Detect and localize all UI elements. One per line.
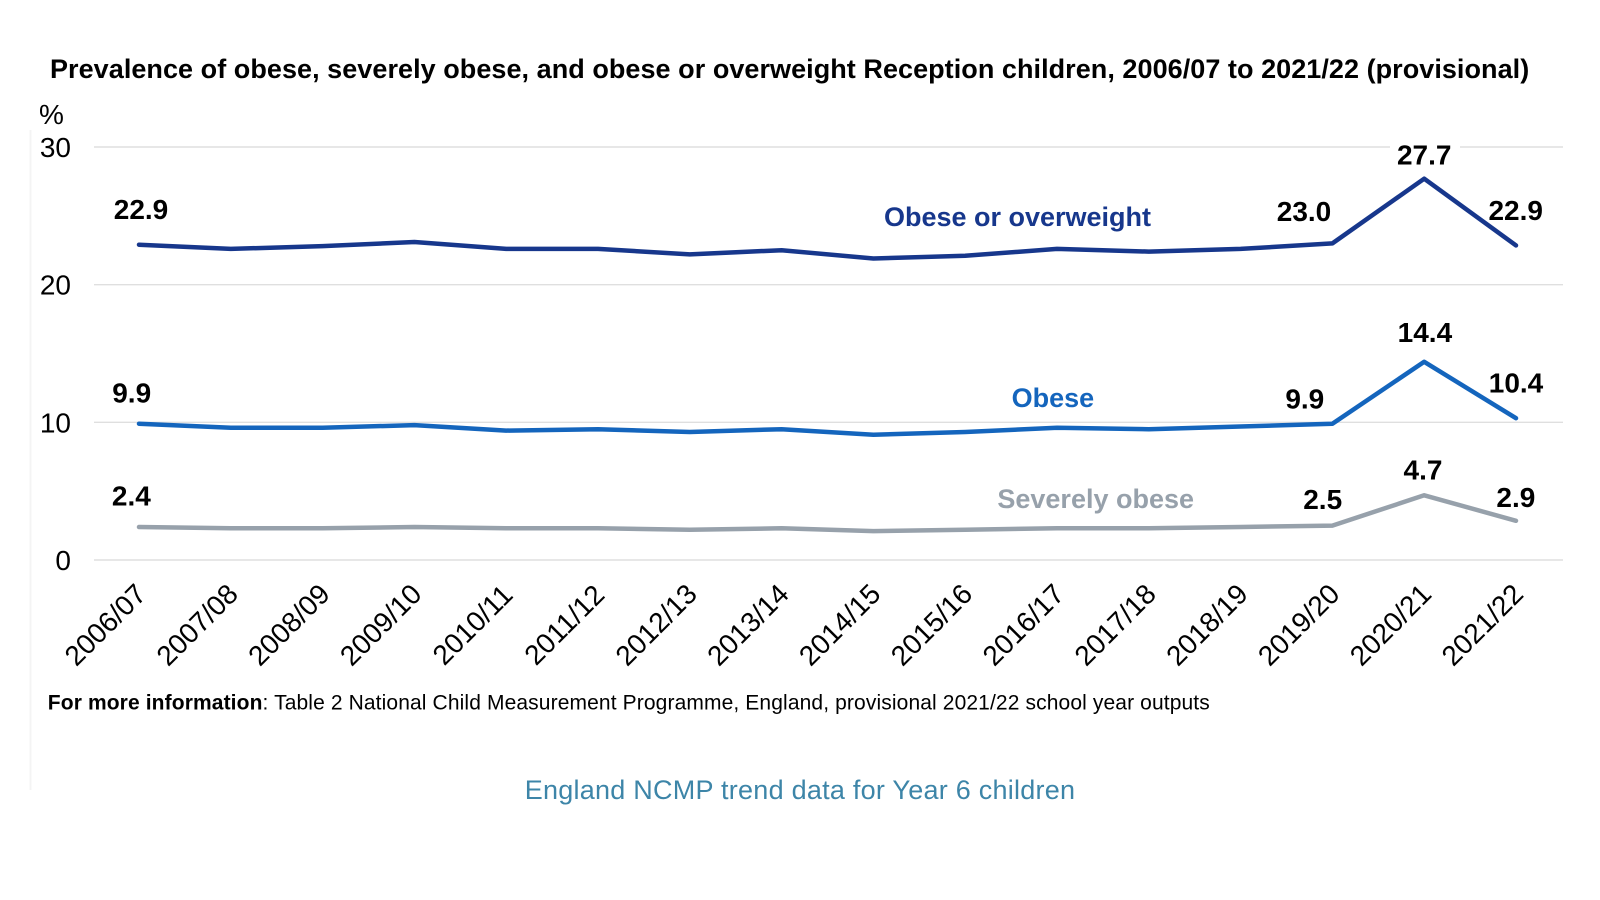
svg-text:23.0: 23.0 (1277, 196, 1332, 227)
svg-text:14.4: 14.4 (1398, 317, 1453, 348)
svg-text:9.9: 9.9 (112, 377, 151, 408)
svg-text:22.9: 22.9 (114, 194, 169, 225)
svg-text:Obese: Obese (1012, 383, 1095, 413)
svg-text:For more information: Table 2: For more information: Table 2 National C… (48, 692, 1210, 715)
svg-text:Severely obese: Severely obese (997, 484, 1194, 514)
svg-text:20: 20 (40, 270, 71, 301)
svg-text:2.9: 2.9 (1496, 482, 1535, 513)
svg-text:0: 0 (55, 545, 71, 576)
svg-text:Obese or overweight: Obese or overweight (884, 202, 1151, 232)
svg-text:4.7: 4.7 (1404, 455, 1443, 486)
svg-text:Prevalence of obese, severely: Prevalence of obese, severely obese, and… (50, 54, 1529, 84)
svg-text:22.9: 22.9 (1488, 195, 1543, 226)
svg-text:30: 30 (40, 132, 71, 163)
svg-text:27.7: 27.7 (1397, 139, 1452, 170)
svg-text:2.4: 2.4 (112, 480, 151, 511)
svg-text:10: 10 (40, 407, 71, 438)
svg-text:%: % (39, 99, 64, 130)
svg-text:England NCMP trend data for Ye: England NCMP trend data for Year 6 child… (525, 775, 1076, 805)
svg-text:9.9: 9.9 (1285, 384, 1324, 415)
svg-text:2.5: 2.5 (1303, 484, 1342, 515)
svg-text:10.4: 10.4 (1489, 367, 1544, 398)
